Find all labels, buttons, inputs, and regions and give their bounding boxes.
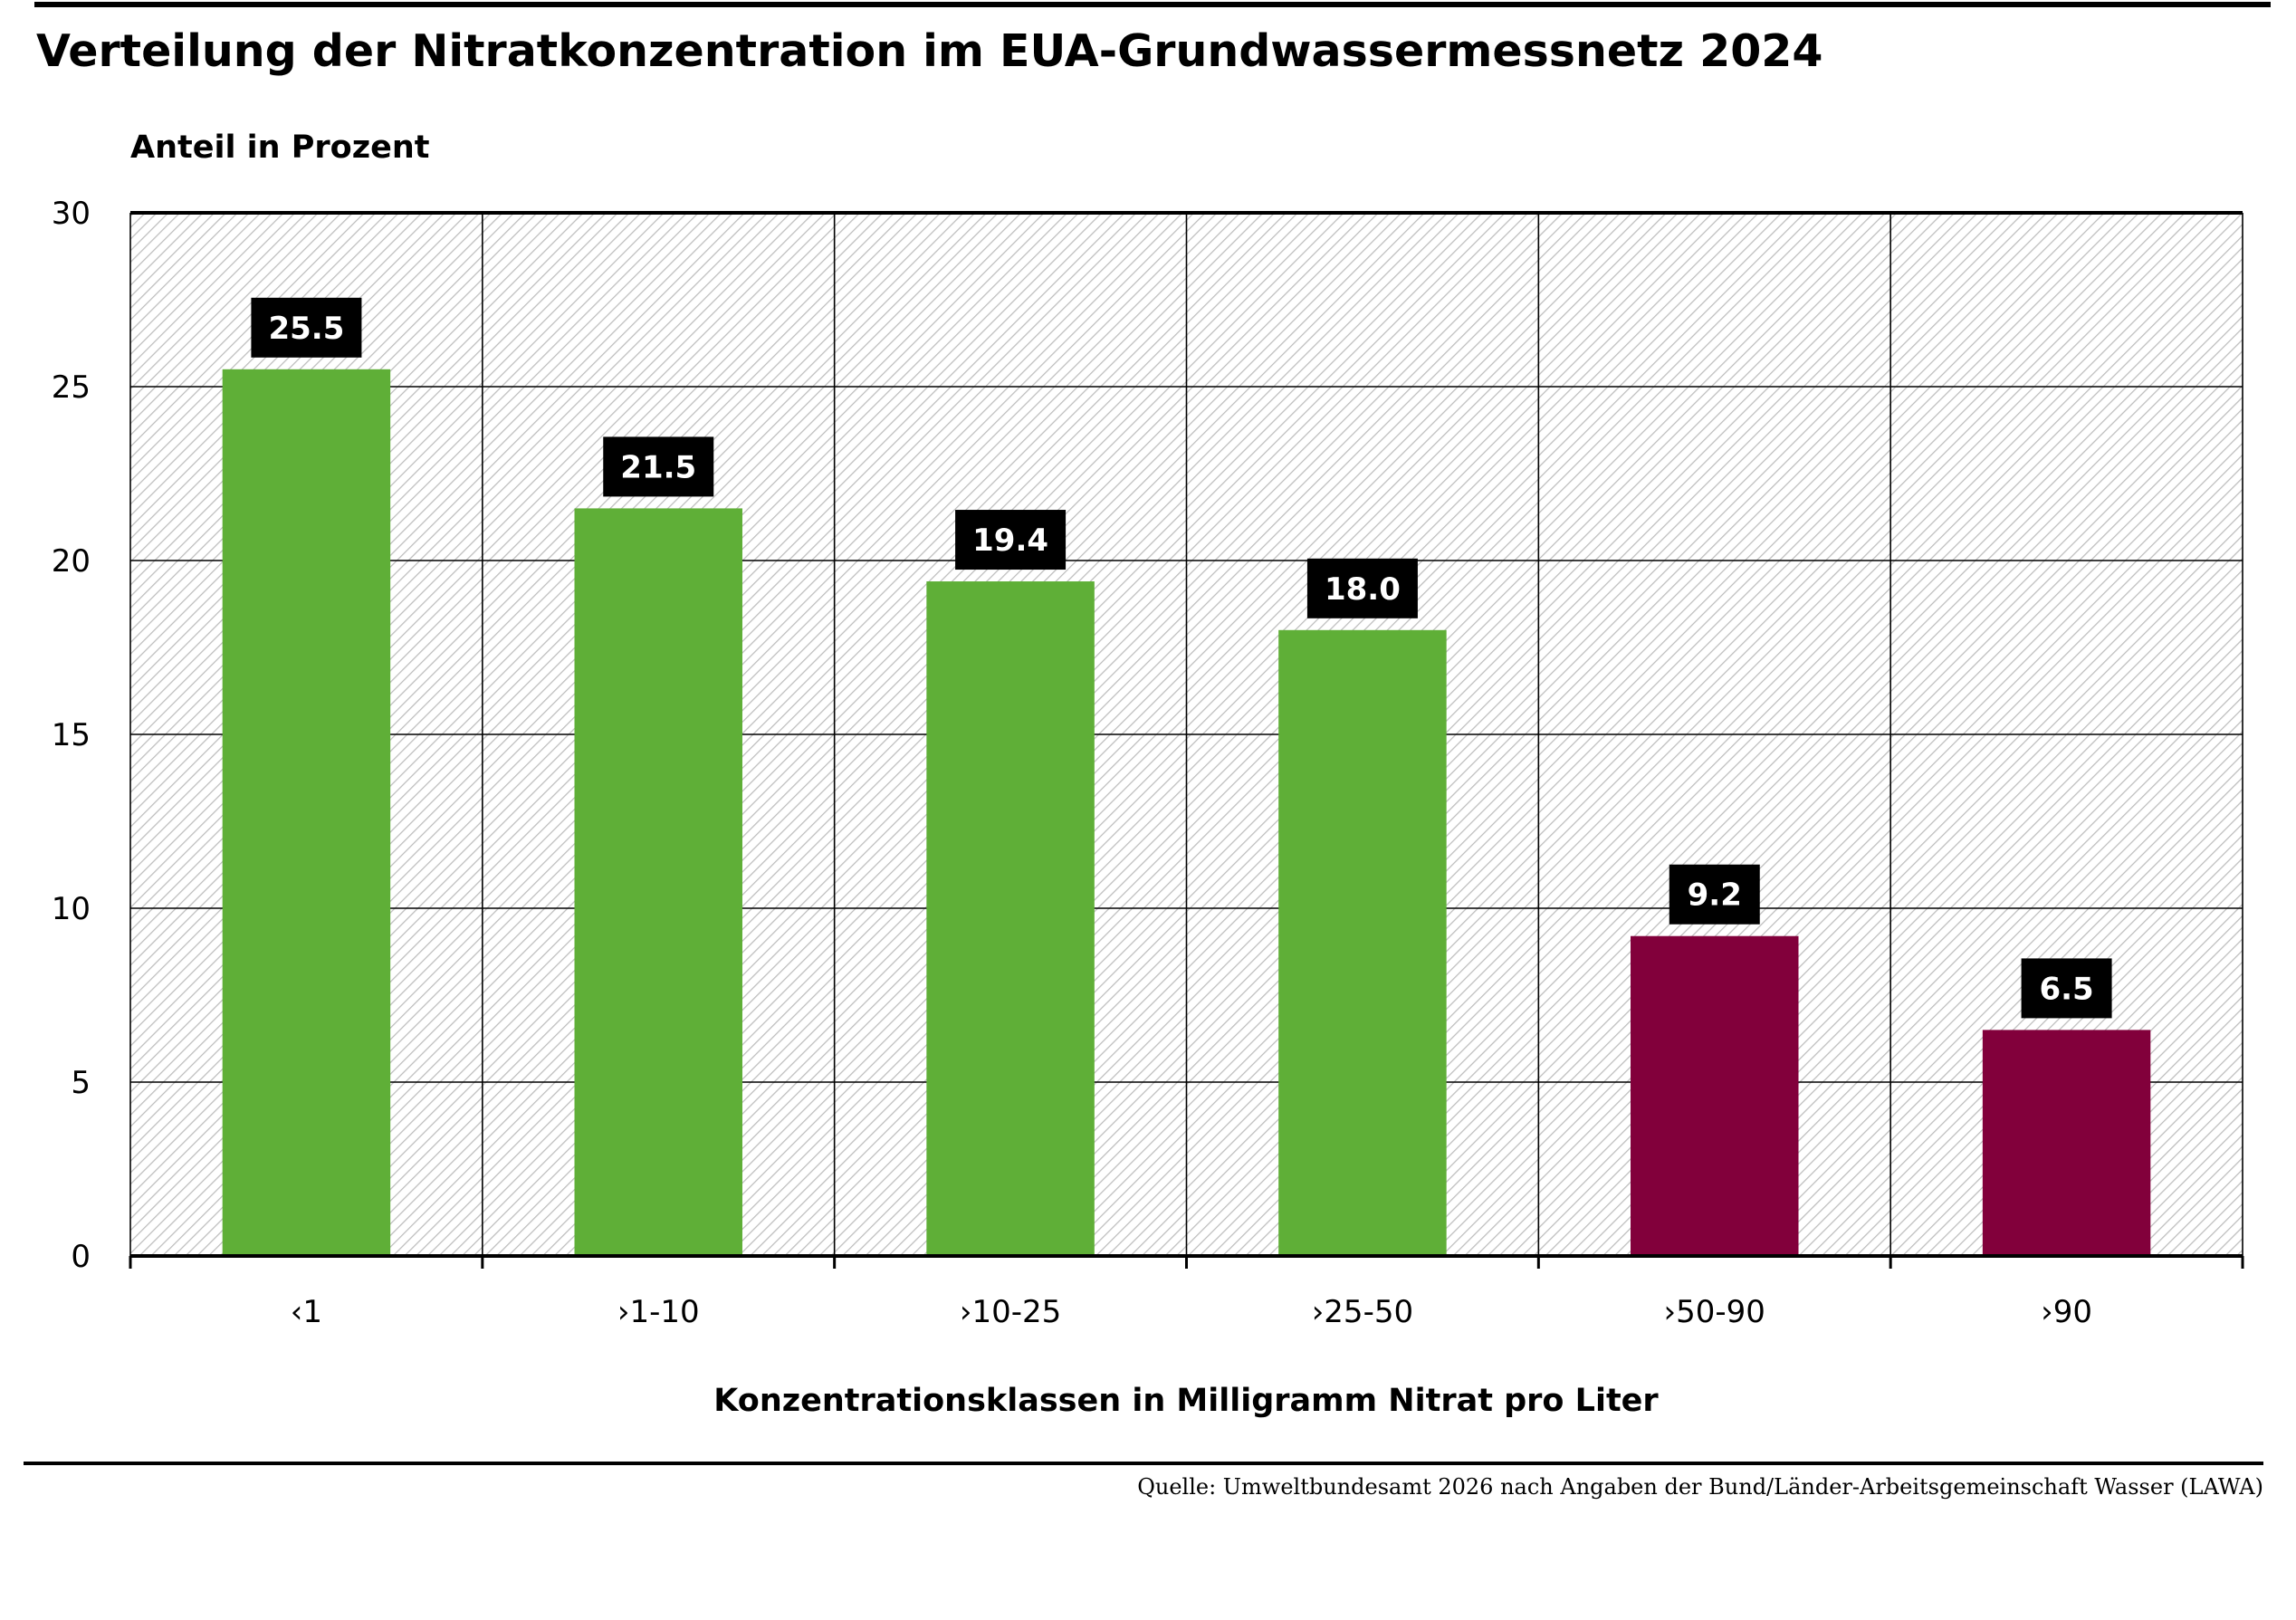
y-axis-label: Anteil in Prozent	[130, 129, 429, 166]
x-tick-label: ›25-50	[1312, 1294, 1413, 1330]
x-axis-label: Konzentrationsklassen in Milligramm Nitr…	[713, 1383, 1659, 1419]
y-tick-label: 20	[52, 543, 91, 580]
bar	[1982, 1030, 2151, 1256]
data-label: 18.0	[1325, 571, 1401, 608]
bottom-rule	[24, 1462, 2263, 1465]
y-tick-label: 0	[71, 1239, 91, 1275]
data-label-box	[603, 436, 714, 497]
data-label: 25.5	[268, 311, 344, 347]
x-tick-label: ›50-90	[1664, 1294, 1765, 1330]
chart-title: Verteilung der Nitratkonzentration im EU…	[36, 25, 1822, 77]
data-label: 6.5	[2039, 971, 2093, 1007]
y-tick-label: 5	[71, 1065, 91, 1101]
x-tick-label: ›10-25	[960, 1294, 1061, 1330]
data-label-box	[2021, 958, 2112, 1019]
x-tick-label: ›90	[2041, 1294, 2092, 1330]
data-label-box	[1306, 558, 1418, 618]
y-tick-label: 30	[52, 196, 91, 232]
data-label-box	[955, 510, 1067, 570]
data-label: 19.4	[972, 522, 1048, 559]
x-tick-label: ›1-10	[617, 1294, 700, 1330]
data-label: 9.2	[1688, 877, 1742, 914]
bar	[574, 508, 742, 1256]
data-label: 21.5	[620, 449, 696, 485]
data-label-box	[1669, 864, 1760, 925]
bar	[1278, 629, 1447, 1256]
bar	[1631, 935, 1799, 1256]
data-label-box	[251, 297, 362, 358]
y-tick-label: 10	[52, 891, 91, 927]
source-note: Quelle: Umweltbundesamt 2026 nach Angabe…	[1137, 1474, 2263, 1500]
bar	[926, 581, 1095, 1256]
bar	[222, 369, 391, 1256]
y-tick-label: 15	[52, 717, 91, 753]
y-tick-label: 25	[52, 369, 91, 406]
x-tick-label: ‹1	[291, 1294, 322, 1330]
top-rule	[34, 2, 2271, 7]
